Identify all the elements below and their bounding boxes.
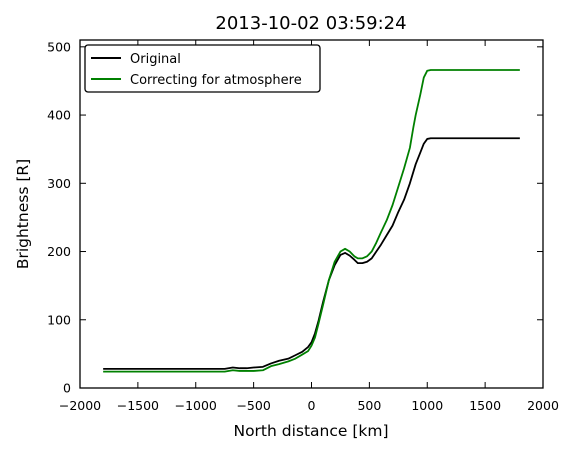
x-tick-label: 1000 [411,398,443,413]
chart-title: 2013-10-02 03:59:24 [215,13,406,34]
y-tick-label: 300 [47,176,71,191]
x-tick-label: −500 [236,398,270,413]
x-tick-label: 0 [308,398,316,413]
y-tick-label: 100 [47,312,71,327]
y-tick-label: 0 [63,381,71,396]
series-line-correcting [103,69,520,373]
ticks-layer: −2000 −1500 −1000 −500 0 500 1000 1500 2000 0 100 2… [47,39,559,413]
x-axis-label: North distance [km] [233,422,388,440]
legend-label-original: Original [130,52,181,67]
y-axis-label: Brightness [R] [14,159,32,269]
x-tick-label: −1000 [175,398,217,413]
x-tick-label: −2000 [59,398,101,413]
x-tick-label: 2000 [527,398,559,413]
x-tick-label: −1500 [117,398,159,413]
y-tick-label: 200 [47,244,71,259]
x-tick-label: 1500 [469,398,501,413]
series-line-original [103,137,520,370]
legend: Original Correcting for atmosphere [84,44,321,93]
plot-area [80,40,543,388]
legend-box [84,44,321,93]
y-tick-label: 500 [47,39,71,54]
legend-label-correcting: Correcting for atmosphere [130,73,302,88]
series-layer [103,69,520,373]
x-tick-label: 500 [357,398,381,413]
plot-frame [79,39,544,389]
y-tick-label: 400 [47,108,71,123]
